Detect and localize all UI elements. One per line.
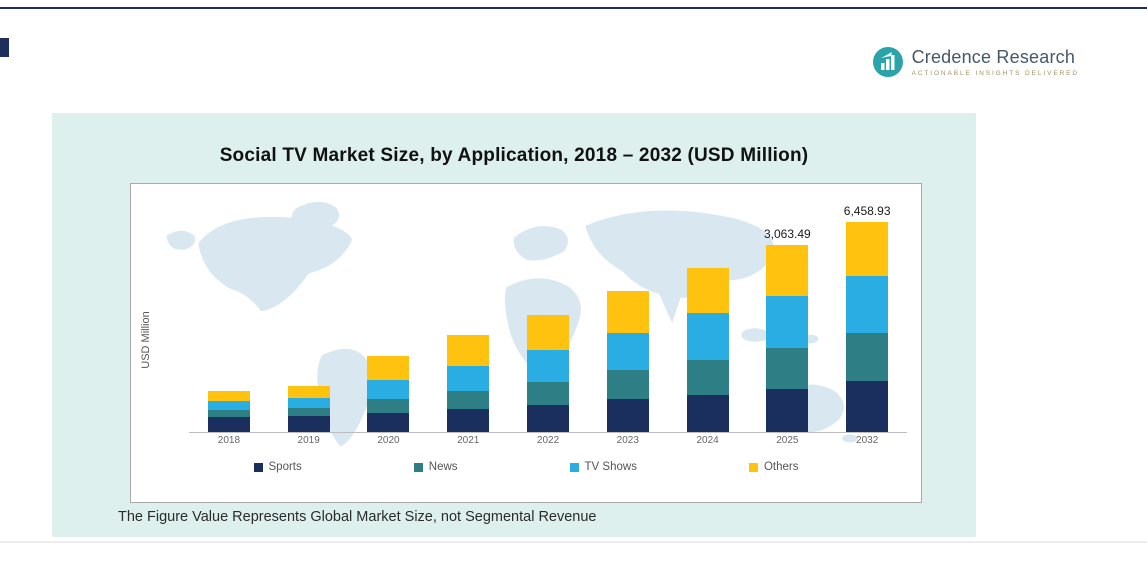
bar-segment-news <box>367 399 410 413</box>
bar-column-2018 <box>189 202 269 432</box>
bar-segment-others <box>207 391 250 401</box>
logo-title: Credence Research <box>911 47 1076 67</box>
bar-column-2021 <box>428 202 508 432</box>
bar-segment-sports <box>606 398 649 432</box>
x-axis-tick-2020: 2020 <box>377 435 400 446</box>
x-axis-tick-2021: 2021 <box>457 435 480 446</box>
bar-column-2024 <box>668 202 748 432</box>
legend-swatch <box>748 462 758 472</box>
bar-column-2020 <box>349 202 429 432</box>
bar-segment-sports <box>367 412 410 432</box>
logo-text: Credence Research Actionable Insights De… <box>912 46 1079 77</box>
bar-segment-others <box>766 245 809 296</box>
bar-segment-others <box>447 334 490 366</box>
legend-swatch <box>413 462 423 472</box>
bar-stack-2018 <box>207 391 250 432</box>
legend-item-others: Others <box>748 461 799 473</box>
bar-segment-sports <box>686 395 729 432</box>
bar-stack-2022 <box>527 315 570 432</box>
bar-segment-sports <box>766 389 809 432</box>
bar-segment-sports <box>447 408 490 432</box>
bar-segment-news <box>846 332 889 382</box>
bars-area: 3,063.49 6,458.93 <box>189 202 907 433</box>
bar-segment-tv-shows <box>766 295 809 349</box>
bar-segment-tv-shows <box>367 379 410 400</box>
bar-segment-others <box>686 267 729 314</box>
x-axis-tick-2018: 2018 <box>217 435 241 446</box>
bar-value-label-2032: 6,458.93 <box>843 204 891 219</box>
chart-footnote: The Figure Value Represents Global Marke… <box>118 509 597 525</box>
bar-value-label-2025: 3,063.49 <box>764 227 811 242</box>
legend-item-news: News <box>413 461 458 473</box>
bar-segment-others <box>846 222 889 277</box>
top-accent-line <box>0 7 1147 9</box>
bar-segment-others <box>367 356 410 380</box>
bar-segment-tv-shows <box>846 276 889 333</box>
bar-segment-tv-shows <box>527 350 570 382</box>
x-axis-tick-2024: 2024 <box>696 435 719 446</box>
bar-segment-news <box>207 409 250 418</box>
bar-segment-news <box>606 369 649 399</box>
bar-segment-news <box>766 348 809 390</box>
legend: Sports News TV Shows Others <box>131 461 921 473</box>
bar-segment-others <box>287 386 330 398</box>
legend-item-tv-shows: TV Shows <box>569 461 637 473</box>
legend-label: News <box>428 461 458 473</box>
bar-stack-2024 <box>686 267 729 432</box>
legend-item-sports: Sports <box>253 461 302 473</box>
legend-swatch <box>569 462 579 472</box>
logo-tagline: Actionable Insights Delivered <box>911 70 1079 77</box>
bar-column-2023 <box>588 202 668 432</box>
bar-segment-sports <box>207 417 250 432</box>
bar-stack-2032 <box>846 222 889 432</box>
bar-column-2022 <box>508 202 588 432</box>
bar-segment-others <box>527 315 570 351</box>
bar-stack-2020 <box>367 356 410 432</box>
bar-segment-news <box>447 391 490 409</box>
bar-column-2025: 3,063.49 <box>747 202 827 432</box>
chart-plot-frame: USD Million 3,063.49 6,458.93 2018 2019 202… <box>130 183 922 503</box>
x-axis-tick-2032: 2032 <box>856 435 879 446</box>
bar-column-2032: 6,458.93 <box>827 202 907 432</box>
bar-column-2019 <box>269 202 349 432</box>
left-accent-square <box>0 38 9 57</box>
x-axis-tick-2023: 2023 <box>616 435 639 446</box>
bar-segment-sports <box>287 416 330 432</box>
x-axis-tick-2019: 2019 <box>297 435 320 446</box>
legend-swatch <box>253 462 263 472</box>
credence-research-logo-icon <box>872 46 904 78</box>
bar-stack-2023 <box>606 291 649 432</box>
bar-segment-tv-shows <box>207 400 250 410</box>
bar-segment-tv-shows <box>287 397 330 408</box>
bar-stack-2021 <box>447 334 490 432</box>
x-labels-row: 2018 2019 2020 2021 2022 2023 2024 2025 2032 <box>189 435 907 446</box>
bar-segment-news <box>287 407 330 417</box>
bar-segment-news <box>527 381 570 405</box>
x-axis-tick-2022: 2022 <box>536 435 560 446</box>
y-axis-label-holder: USD Million <box>139 274 153 404</box>
bar-segment-sports <box>846 381 889 432</box>
bar-stack-2025 <box>766 245 809 432</box>
legend-label: TV Shows <box>584 461 637 473</box>
bar-segment-tv-shows <box>447 365 490 392</box>
legend-label: Others <box>763 461 799 473</box>
x-axis-tick-2025: 2025 <box>776 435 799 446</box>
legend-label: Sports <box>268 461 302 473</box>
bar-segment-tv-shows <box>686 313 729 361</box>
y-axis-label: USD Million <box>140 311 152 369</box>
bar-segment-tv-shows <box>606 332 649 370</box>
bar-segment-sports <box>527 404 570 432</box>
logo: Credence Research Actionable Insights De… <box>872 46 1079 78</box>
chart-title: Social TV Market Size, by Application, 2… <box>219 145 809 166</box>
bar-stack-2019 <box>287 386 330 432</box>
bottom-divider-line <box>0 541 1147 543</box>
bar-segment-others <box>606 291 649 333</box>
chart-card: Social TV Market Size, by Application, 2… <box>52 113 976 537</box>
bar-segment-news <box>686 360 729 396</box>
